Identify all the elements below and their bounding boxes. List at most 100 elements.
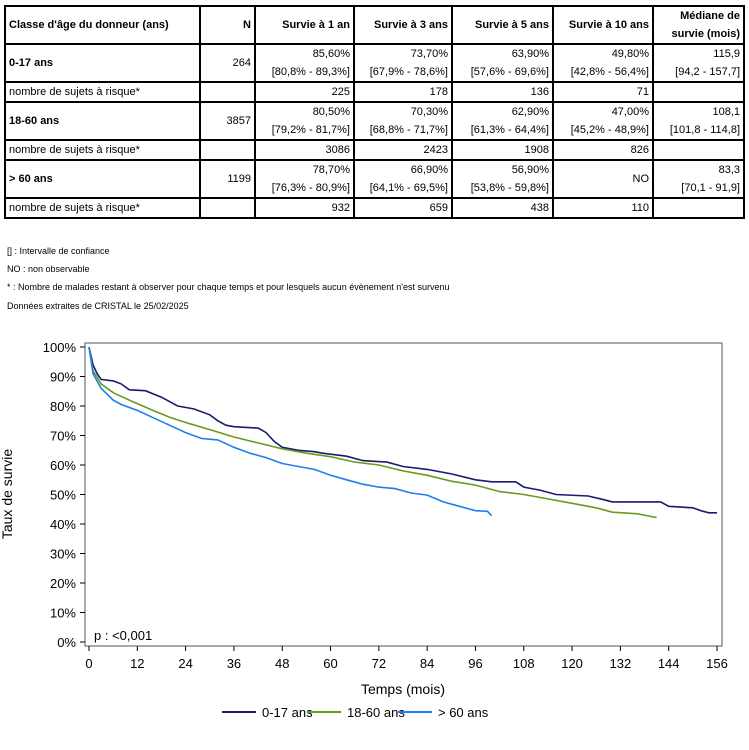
plot-frame — [84, 342, 723, 647]
y-tick-label: 20% — [50, 576, 76, 591]
survival-value: 49,80% — [611, 48, 649, 60]
risk-label: nombre de sujets à risque* — [4, 139, 201, 161]
x-axis-title: Temps (mois) — [361, 681, 445, 697]
risk-row: nombre de sujets à risque* 3086 2423 1908 82… — [4, 139, 745, 161]
x-tick-label: 156 — [706, 656, 728, 671]
empty-cell — [199, 139, 256, 161]
x-tick-label: 96 — [468, 656, 482, 671]
empty-cell — [199, 197, 256, 219]
empty-cell — [199, 81, 256, 103]
x-tick-label: 0 — [85, 656, 92, 671]
x-tick-label: 108 — [513, 656, 535, 671]
at-risk-count: 932 — [254, 197, 355, 219]
column-header: Médiane de survie (mois) — [652, 5, 745, 45]
y-tick-label: 10% — [50, 606, 76, 621]
survival-table: Classe d'âge du donneur (ans) N Survie à 1… — [4, 5, 745, 219]
survival-value: 56,90% — [511, 164, 549, 176]
confidence-interval: [70,1 - 91,9] — [681, 182, 740, 194]
confidence-interval: [80,8% - 89,3%] — [271, 66, 350, 78]
survival-value: 80,50% — [312, 106, 350, 118]
y-tick-label: 60% — [50, 458, 76, 473]
x-tick-label: 36 — [227, 656, 241, 671]
series-line-0 — [88, 346, 717, 514]
x-tick-label: 24 — [178, 656, 192, 671]
at-risk-count: 136 — [451, 81, 554, 103]
age-class-label: > 60 ans — [4, 159, 201, 199]
survival-cell: 85,60% [80,8% - 89,3%] — [254, 43, 355, 83]
confidence-interval: [67,9% - 78,6%] — [369, 66, 448, 78]
survival-cell: 49,80% [42,8% - 56,4%] — [552, 43, 654, 83]
table-header-row: Classe d'âge du donneur (ans) N Survie à 1… — [4, 5, 745, 45]
at-risk-count: 2423 — [353, 139, 453, 161]
y-tick-label: 90% — [50, 370, 76, 385]
y-tick-label: 0% — [57, 635, 76, 650]
at-risk-count: 826 — [552, 139, 654, 161]
legend-label: > 60 ans — [438, 705, 489, 720]
table-row: 18-60 ans 3857 80,50% [79,2% - 81,7%] 70,30%… — [4, 101, 745, 141]
at-risk-count: 178 — [353, 81, 453, 103]
x-tick-label: 84 — [420, 656, 434, 671]
survival-value: 83,3 — [718, 164, 740, 176]
x-tick-label: 144 — [658, 656, 680, 671]
at-risk-count — [652, 81, 745, 103]
footnote: [] : Intervalle de confiance — [7, 246, 110, 256]
survival-cell: 70,30% [68,8% - 71,7%] — [353, 101, 453, 141]
survival-cell: 78,70% [76,3% - 80,9%] — [254, 159, 355, 199]
legend-label: 0-17 ans — [262, 705, 313, 720]
footnote: NO : non observable — [7, 264, 90, 274]
series-line-2 — [88, 346, 493, 517]
age-class-label: 0-17 ans — [4, 43, 201, 83]
confidence-interval: [64,1% - 69,5%] — [369, 182, 448, 194]
confidence-interval: [76,3% - 80,9%] — [271, 182, 350, 194]
survival-cell: 80,50% [79,2% - 81,7%] — [254, 101, 355, 141]
confidence-interval: [42,8% - 56,4%] — [570, 66, 649, 78]
column-header: Survie à 5 ans — [451, 5, 554, 45]
survival-value: 108,1 — [712, 106, 740, 118]
survival-value: 115,9 — [713, 48, 740, 60]
survival-cell: 66,90% [64,1% - 69,5%] — [353, 159, 453, 199]
at-risk-count: 225 — [254, 81, 355, 103]
confidence-interval: [53,8% - 59,8%] — [470, 182, 549, 194]
at-risk-count — [652, 139, 745, 161]
at-risk-count: 1908 — [451, 139, 554, 161]
survival-value: 66,90% — [410, 164, 448, 176]
x-tick-label: 12 — [130, 656, 144, 671]
risk-label: nombre de sujets à risque* — [4, 81, 201, 103]
n-value: 264 — [199, 43, 256, 83]
survival-value: 78,70% — [312, 164, 350, 176]
risk-row: nombre de sujets à risque* 225 178 136 71 — [4, 81, 745, 103]
table-row: > 60 ans 1199 78,70% [76,3% - 80,9%] 66,90% [… — [4, 159, 745, 199]
x-tick-label: 60 — [323, 656, 337, 671]
survival-value: 85,60% — [312, 48, 350, 60]
at-risk-count: 659 — [353, 197, 453, 219]
p-value-annotation: p : <0,001 — [94, 628, 152, 643]
survival-value: 73,70% — [410, 48, 448, 60]
at-risk-count — [652, 197, 745, 219]
y-tick-label: 80% — [50, 399, 76, 414]
confidence-interval: [101,8 - 114,8] — [669, 124, 740, 136]
column-header-line: survie (mois) — [671, 28, 740, 40]
survival-cell: 73,70% [67,9% - 78,6%] — [353, 43, 453, 83]
confidence-interval: [79,2% - 81,7%] — [271, 124, 350, 136]
y-tick-label: 100% — [43, 340, 77, 355]
survival-cell: NO — [552, 159, 654, 199]
confidence-interval: [45,2% - 48,9%] — [570, 124, 649, 136]
n-value: 1199 — [199, 159, 256, 199]
survival-value: 63,90% — [511, 48, 549, 60]
footnote: Données extraites de CRISTAL le 25/02/20… — [7, 301, 189, 311]
at-risk-count: 71 — [552, 81, 654, 103]
survival-cell: 63,90% [57,6% - 69,6%] — [451, 43, 554, 83]
n-value: 3857 — [199, 101, 256, 141]
at-risk-count: 3086 — [254, 139, 355, 161]
series-line-1 — [88, 346, 657, 519]
y-axis-title: Taux de survie — [0, 449, 15, 539]
confidence-interval: [68,8% - 71,7%] — [369, 124, 448, 136]
y-tick-label: 70% — [50, 429, 76, 444]
column-header: Survie à 1 an — [254, 5, 355, 45]
column-header: Survie à 3 ans — [353, 5, 453, 45]
at-risk-count: 110 — [552, 197, 654, 219]
y-tick-label: 30% — [50, 547, 76, 562]
table-row: 0-17 ans 264 85,60% [80,8% - 89,3%] 73,70% [6… — [4, 43, 745, 83]
x-tick-label: 120 — [561, 656, 583, 671]
x-tick-label: 48 — [275, 656, 289, 671]
